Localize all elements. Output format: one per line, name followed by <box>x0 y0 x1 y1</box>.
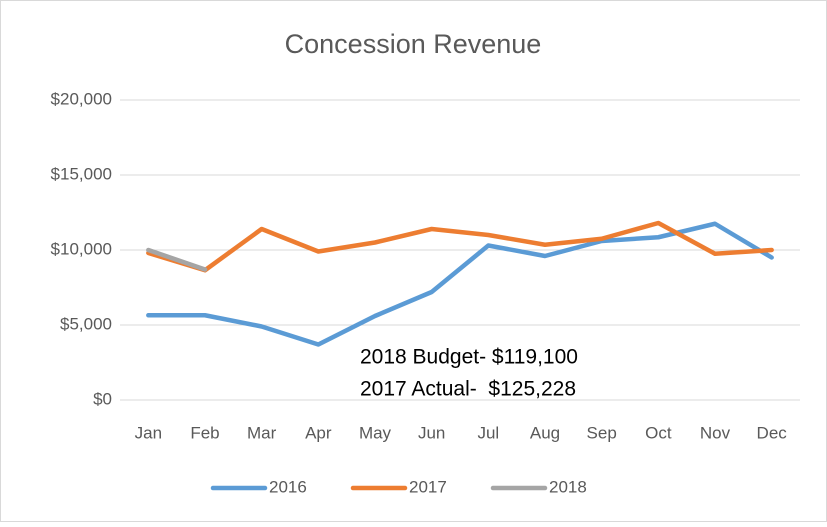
y-tick-label: $5,000 <box>60 314 112 333</box>
y-tick-label: $15,000 <box>51 164 112 183</box>
y-tick-label: $10,000 <box>51 239 112 258</box>
x-tick-label: Jan <box>135 423 162 442</box>
legend-label: 2016 <box>269 477 307 496</box>
series-line <box>146 221 774 347</box>
x-tick-label: Dec <box>757 423 788 442</box>
x-tick-label: Oct <box>645 423 672 442</box>
x-tick-label: Sep <box>587 423 617 442</box>
annotation: 2017 Actual- $125,228 <box>360 378 576 401</box>
x-tick-label: May <box>359 423 392 442</box>
x-tick-label: Feb <box>190 423 219 442</box>
x-tick-label: Jul <box>477 423 499 442</box>
x-tick-label: Nov <box>700 423 731 442</box>
chart-title: Concession Revenue <box>285 29 542 59</box>
annotation: 2018 Budget- $119,100 <box>360 346 578 369</box>
x-tick-label: Mar <box>247 423 277 442</box>
series-line <box>146 220 774 273</box>
x-tick-label: Jun <box>418 423 445 442</box>
x-tick-label: Aug <box>530 423 560 442</box>
y-tick-label: $20,000 <box>51 89 112 108</box>
y-tick-label: $0 <box>93 389 112 408</box>
x-tick-label: Apr <box>305 423 332 442</box>
legend-label: 2017 <box>409 477 447 496</box>
legend-label: 2018 <box>549 477 587 496</box>
series-line <box>146 247 208 272</box>
